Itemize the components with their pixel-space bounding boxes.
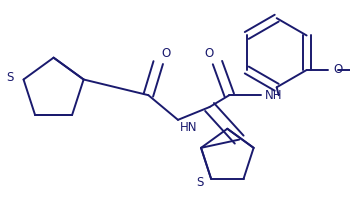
Text: HN: HN bbox=[180, 121, 197, 134]
Text: S: S bbox=[196, 176, 203, 189]
Text: O: O bbox=[161, 47, 170, 60]
Text: O: O bbox=[333, 64, 342, 77]
Text: NH: NH bbox=[265, 89, 282, 102]
Text: S: S bbox=[6, 71, 14, 84]
Text: O: O bbox=[204, 47, 214, 60]
